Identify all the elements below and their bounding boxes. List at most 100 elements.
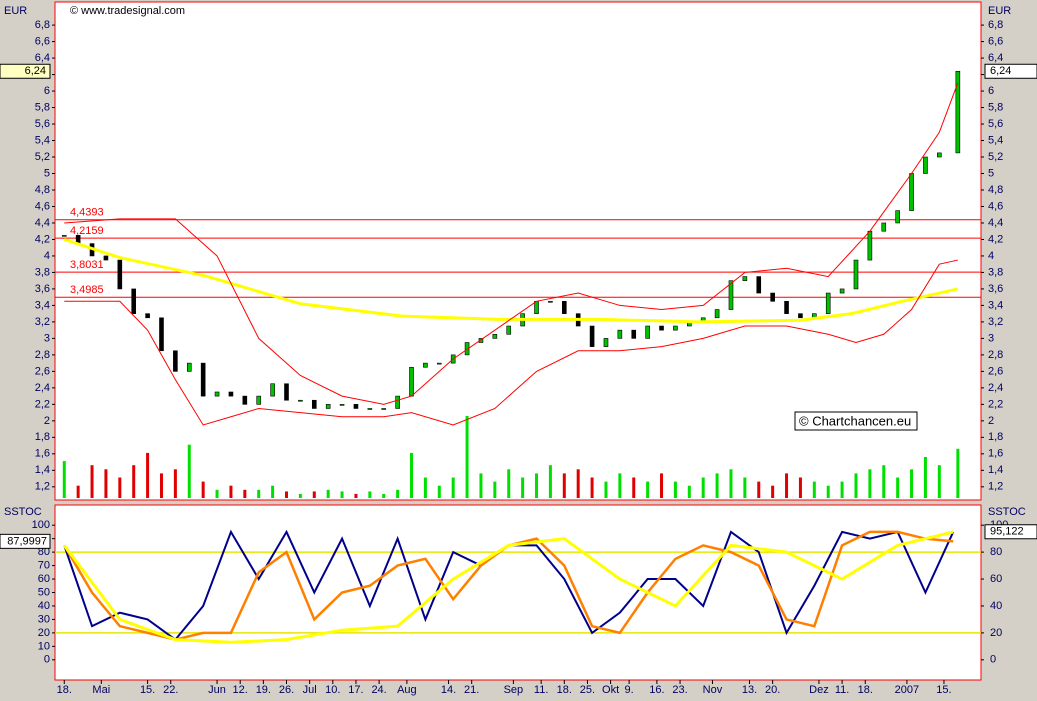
- candle: [825, 292, 831, 314]
- x-tick-label: 10.: [325, 684, 340, 696]
- volume-bar: [590, 477, 594, 498]
- volume-bar: [493, 481, 497, 498]
- y-tick-label: 2,8: [35, 349, 50, 361]
- y-tick-label: 2,4: [35, 382, 50, 394]
- candle: [353, 404, 359, 409]
- current-box: [984, 63, 1037, 79]
- x-tick-label: 16.: [649, 684, 664, 696]
- y-tick-label: 20: [38, 627, 50, 639]
- volume-bar: [90, 465, 94, 498]
- volume-bar: [146, 452, 150, 498]
- current-label: 95,122: [990, 526, 1024, 538]
- candle: [339, 404, 345, 406]
- y-label-left: EUR: [4, 5, 27, 17]
- y-tick-label: 5,8: [988, 101, 1003, 113]
- volume-bar: [868, 469, 872, 498]
- x-tick-label: 11.: [835, 684, 849, 696]
- x-tick-label: 25.: [580, 684, 595, 696]
- candle: [61, 235, 67, 237]
- y-tick-label: 6,6: [988, 35, 1003, 47]
- x-tick-label: 13.: [742, 684, 757, 696]
- current-box: [0, 533, 51, 549]
- candle: [311, 399, 317, 409]
- volume-bar: [660, 473, 664, 498]
- candle: [548, 300, 553, 303]
- volume-bar: [118, 477, 122, 498]
- x-tick-label: 23.: [672, 684, 687, 696]
- y-tick-label: 80: [38, 546, 50, 558]
- candle: [784, 300, 789, 314]
- candle: [200, 362, 206, 397]
- volume-bar: [368, 491, 372, 498]
- candle: [409, 366, 414, 397]
- current-box: [984, 524, 1037, 540]
- x-tick-label: 26.: [279, 684, 294, 696]
- volume-bar: [632, 477, 636, 498]
- volume-bar: [215, 489, 219, 498]
- volume-bar: [757, 481, 761, 498]
- candle: [423, 362, 428, 368]
- y2-tick-label: 0: [990, 654, 996, 666]
- candle: [367, 408, 373, 410]
- y-tick-label: 2,4: [988, 382, 1003, 394]
- y-tick-label: 5,8: [35, 101, 50, 113]
- candle: [603, 338, 609, 347]
- x-tick-label: 14.: [441, 684, 456, 696]
- volume-bar: [785, 473, 789, 498]
- volume-bar: [812, 481, 816, 498]
- candle: [645, 325, 650, 339]
- y-tick-label: 30: [38, 613, 50, 625]
- y-tick-label: 6: [44, 85, 50, 97]
- y-tick-label: 3,2: [35, 316, 50, 328]
- volume-bar: [243, 489, 247, 498]
- series-line: [63, 530, 954, 644]
- series-line: [64, 82, 959, 405]
- volume-bar: [285, 491, 288, 498]
- level-label: 4,4393: [70, 207, 104, 219]
- y-tick-label: 5,4: [988, 134, 1003, 146]
- volume-bar: [159, 473, 163, 498]
- volume-bar: [771, 485, 775, 498]
- y-tick-label: 3: [988, 332, 994, 344]
- y-tick-label: 2,6: [35, 365, 50, 377]
- candle: [617, 329, 623, 339]
- y-tick-label: 4,6: [988, 200, 1003, 212]
- volume-bar: [479, 473, 483, 498]
- annotation-box: [794, 411, 918, 431]
- y2-tick-label: 20: [990, 627, 1002, 639]
- volume-bar: [437, 485, 441, 498]
- candle: [256, 395, 262, 405]
- stoch-label-left: SSTOC: [4, 506, 42, 518]
- x-tick-label: 17.: [348, 684, 363, 696]
- candle: [742, 276, 748, 281]
- volume-bar: [646, 481, 650, 498]
- candle: [506, 325, 512, 335]
- y-tick-label: 100: [32, 519, 50, 531]
- y-tick-label: 60: [38, 573, 50, 585]
- y-tick-label: 1,8: [35, 431, 50, 443]
- candle: [464, 342, 470, 356]
- y-tick-label: 6,8: [988, 19, 1003, 31]
- volume-bar: [201, 481, 205, 498]
- current-box: [0, 63, 51, 79]
- volume-bar: [62, 461, 66, 498]
- y-tick-label: 6: [988, 85, 994, 97]
- y2-tick-label: 60: [990, 573, 1002, 585]
- level-label: 3,4985: [70, 284, 104, 296]
- x-tick-label: 21.: [464, 684, 479, 696]
- candle: [839, 288, 845, 294]
- candle: [395, 395, 400, 409]
- current-label: 6,24: [990, 65, 1011, 77]
- volume-bar: [604, 481, 608, 498]
- candle: [867, 230, 873, 261]
- candle: [131, 288, 137, 314]
- candle: [798, 313, 803, 319]
- x-tick-label: Nov: [703, 684, 723, 696]
- volume-bar: [618, 473, 622, 498]
- candle: [117, 259, 123, 290]
- volume-bar: [187, 444, 191, 498]
- x-tick-label: 11.: [534, 684, 548, 696]
- volume-bar: [923, 457, 927, 498]
- candle: [659, 325, 664, 331]
- y-tick-label: 3,8: [988, 266, 1003, 278]
